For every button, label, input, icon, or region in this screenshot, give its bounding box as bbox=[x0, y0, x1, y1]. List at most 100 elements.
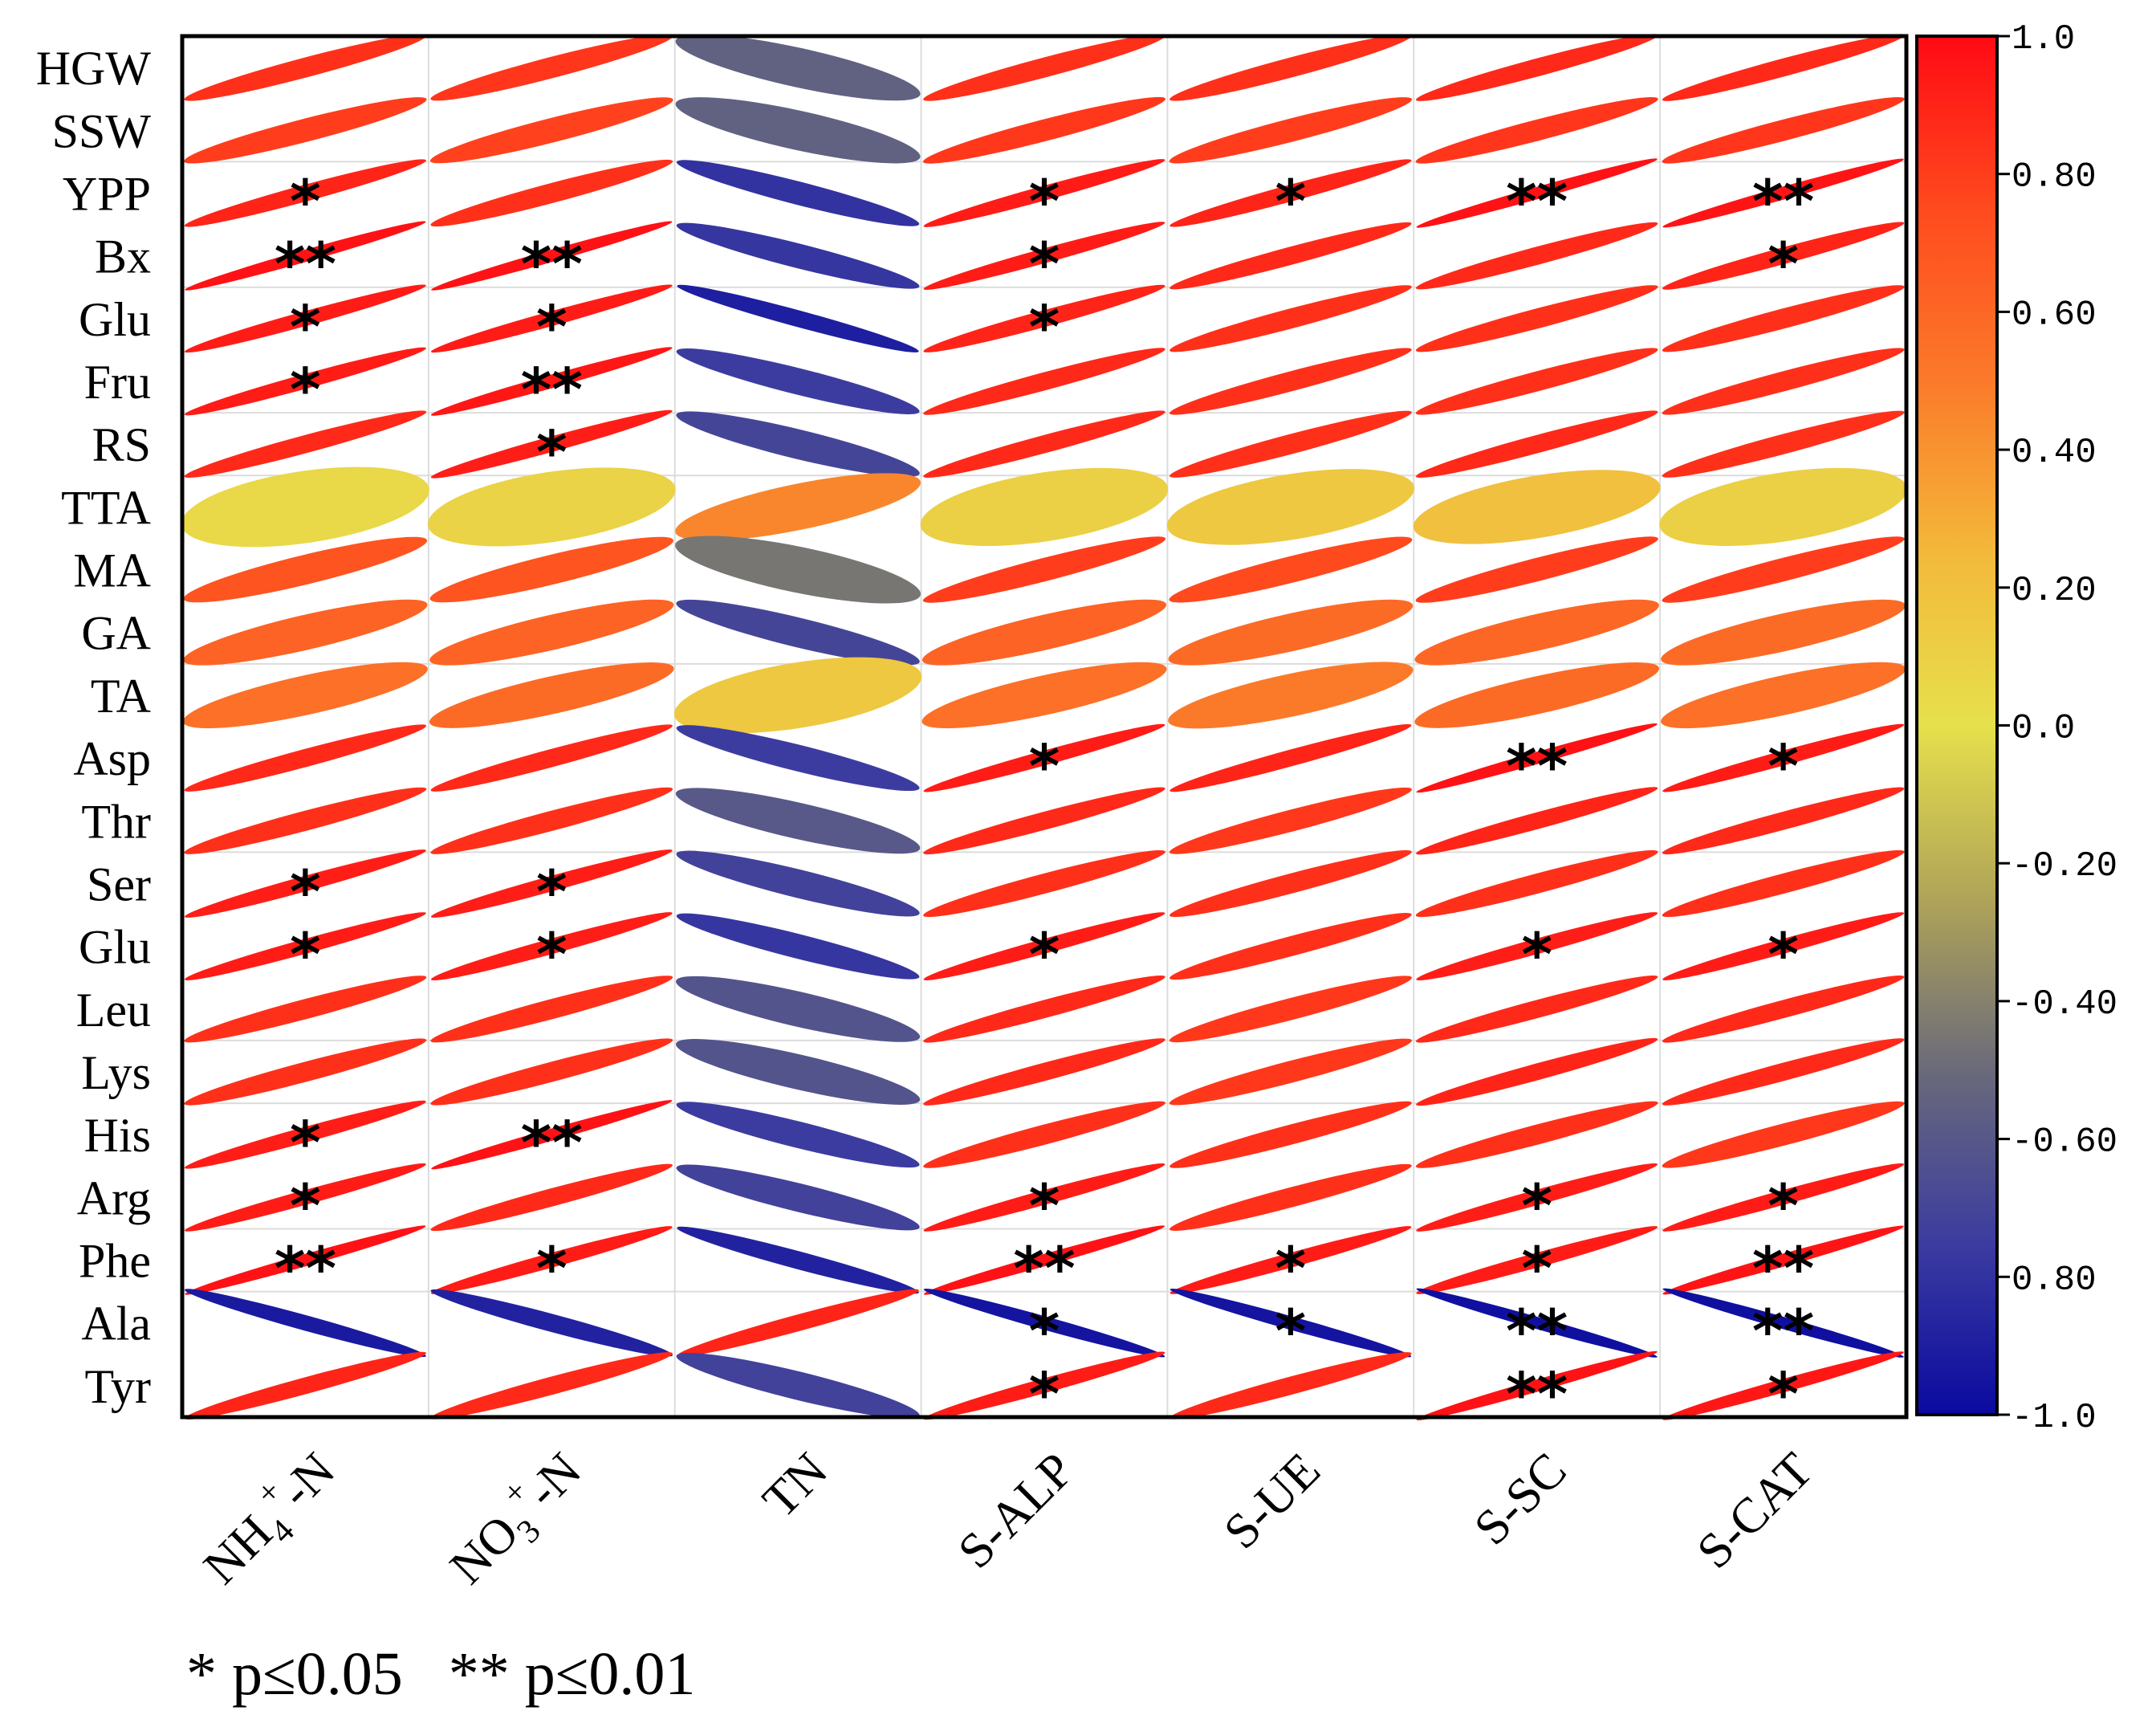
ellipse-his-no bbox=[431, 1100, 673, 1170]
colorbar-tick-label: 0.40 bbox=[2012, 433, 2097, 473]
ellipse-tta-s-ue bbox=[1166, 469, 1415, 545]
significance-mark: ** bbox=[1506, 168, 1568, 237]
ellipse-ssw-no bbox=[430, 97, 673, 164]
ellipse-hgw-tn bbox=[675, 34, 921, 101]
ellipse-lys-tn bbox=[676, 1039, 921, 1105]
ellipse-tyr-s-cat bbox=[1662, 1351, 1904, 1420]
ellipse-ga-s-sc bbox=[1414, 599, 1659, 666]
ellipse-ga-s-alp bbox=[921, 599, 1167, 666]
ellipse-arg-s-cat bbox=[1662, 1163, 1905, 1232]
ellipse-lys-no bbox=[430, 1038, 673, 1106]
significance-mark: * bbox=[1768, 921, 1799, 990]
ellipse-phe-s-sc bbox=[1416, 1226, 1658, 1294]
ellipse-thr-s-ue bbox=[1169, 787, 1412, 854]
ellipse-tyr-s-sc bbox=[1416, 1350, 1658, 1420]
row-label: SSW bbox=[52, 104, 152, 157]
ellipse-bx-s-ue bbox=[1170, 222, 1412, 290]
row-label: Glu bbox=[79, 921, 151, 974]
significance-mark: * bbox=[290, 1171, 321, 1240]
row-label: Ser bbox=[87, 858, 151, 911]
ellipse-hgw-s-cat bbox=[1662, 34, 1905, 101]
significance-mark: * bbox=[536, 418, 567, 487]
row-label: His bbox=[84, 1109, 151, 1162]
row-label: Ala bbox=[81, 1297, 151, 1350]
ellipse-ta-no bbox=[429, 662, 674, 728]
ellipse-ma-tn bbox=[675, 536, 921, 604]
row-label: HGW bbox=[36, 42, 152, 95]
ellipse-glu-no bbox=[430, 284, 673, 353]
plot-frame bbox=[180, 34, 1909, 1420]
ellipse-glu-nh bbox=[184, 912, 426, 980]
ellipse-fru-s-sc bbox=[1415, 348, 1658, 415]
ellipse-bx-no bbox=[431, 221, 673, 291]
ellipse-phe-no bbox=[430, 1226, 673, 1294]
ellipse-ma-s-sc bbox=[1415, 536, 1658, 603]
ellipse-asp-s-sc bbox=[1416, 723, 1658, 793]
ellipse-rs-nh bbox=[184, 410, 427, 478]
colorbar-tick-label: 0.80 bbox=[2012, 157, 2097, 198]
ellipse-ser-s-ue bbox=[1170, 849, 1412, 918]
significance-mark: ** bbox=[275, 1235, 336, 1304]
ellipse-ga-tn bbox=[676, 599, 920, 666]
colorbar-tick-label: 0.20 bbox=[2012, 571, 2097, 611]
significance-mark: ** bbox=[1752, 1297, 1814, 1367]
ellipse-ser-no bbox=[430, 849, 673, 918]
significance-mark: ** bbox=[521, 230, 583, 299]
ellipse-tta-s-alp bbox=[920, 467, 1169, 546]
ellipse-his-nh bbox=[184, 1100, 426, 1169]
ellipse-thr-s-sc bbox=[1416, 787, 1658, 855]
significance-mark: ** bbox=[521, 1109, 583, 1178]
row-label: TTA bbox=[61, 481, 151, 534]
row-label: Bx bbox=[95, 230, 151, 283]
ellipse-ga-s-cat bbox=[1661, 599, 1906, 666]
ellipse-ga-no bbox=[429, 599, 674, 666]
significance-mark: ** bbox=[1506, 1297, 1568, 1367]
row-label: Glu bbox=[79, 293, 151, 346]
ellipse-lys-s-cat bbox=[1662, 1038, 1905, 1106]
ellipse-ypp-s-ue bbox=[1170, 159, 1412, 227]
significance-mark: ** bbox=[1752, 168, 1814, 237]
ellipse-thr-tn bbox=[675, 788, 921, 854]
ellipse-ta-tn bbox=[673, 657, 922, 734]
ellipse-phe-s-alp bbox=[923, 1225, 1165, 1295]
ellipse-tta-s-sc bbox=[1413, 470, 1661, 544]
ellipse-fru-s-cat bbox=[1662, 348, 1905, 415]
ellipse-ser-nh bbox=[184, 849, 426, 918]
ellipse-ser-s-alp bbox=[923, 849, 1165, 918]
ellipse-lys-s-ue bbox=[1169, 1038, 1412, 1106]
ellipse-ser-s-cat bbox=[1662, 849, 1905, 918]
ellipse-ssw-s-cat bbox=[1662, 96, 1905, 164]
row-label: Leu bbox=[76, 984, 151, 1037]
ellipse-leu-s-ue bbox=[1169, 976, 1412, 1043]
ellipse-ypp-s-cat bbox=[1662, 158, 1904, 228]
ellipse-ta-s-sc bbox=[1414, 662, 1660, 728]
significance-mark: * bbox=[290, 1109, 321, 1178]
significance-mark: * bbox=[1275, 1235, 1307, 1304]
row-label: RS bbox=[92, 418, 151, 471]
ellipse-tta-no bbox=[427, 467, 676, 547]
ellipse-thr-no bbox=[430, 787, 673, 854]
ellipse-fru-s-ue bbox=[1170, 348, 1412, 415]
ellipse-tta-nh bbox=[181, 466, 429, 548]
ellipse-ypp-s-alp bbox=[923, 159, 1165, 227]
significance-mark: * bbox=[536, 1235, 567, 1304]
ellipse-ala-s-cat bbox=[1662, 1288, 1904, 1358]
significance-mark: * bbox=[290, 356, 321, 425]
ellipse-fru-s-alp bbox=[923, 348, 1165, 415]
colorbar-ticks: 1.0 0.80 0.60 0.40 0.20 0.0 -0.20 -0.40 -0.60 0.8… bbox=[1997, 19, 2117, 1438]
significance-mark: * bbox=[290, 293, 321, 362]
ellipse-glu-s-alp bbox=[923, 284, 1165, 352]
row-label: MA bbox=[73, 544, 151, 597]
ellipse-ga-nh bbox=[183, 599, 428, 666]
ellipse-phe-s-cat bbox=[1662, 1225, 1904, 1295]
ellipse-asp-tn bbox=[676, 725, 920, 792]
ellipse-glu-s-cat bbox=[1662, 912, 1905, 980]
ellipse-glu-s-cat bbox=[1662, 285, 1905, 352]
ellipse-rs-s-cat bbox=[1662, 410, 1905, 478]
colorbar-tick-label: 0.60 bbox=[2012, 295, 2097, 335]
colorbar-tick-label: -1.0 bbox=[2012, 1398, 2097, 1438]
ellipse-glu-no bbox=[430, 912, 673, 981]
ellipse-ta-s-ue bbox=[1168, 662, 1414, 729]
significance-mark: * bbox=[536, 921, 567, 990]
row-labels: HGW SSW YPP Bx Glu Fru RS TTA MA GA TA Asp Thr Ser Glu… bbox=[36, 42, 152, 1413]
